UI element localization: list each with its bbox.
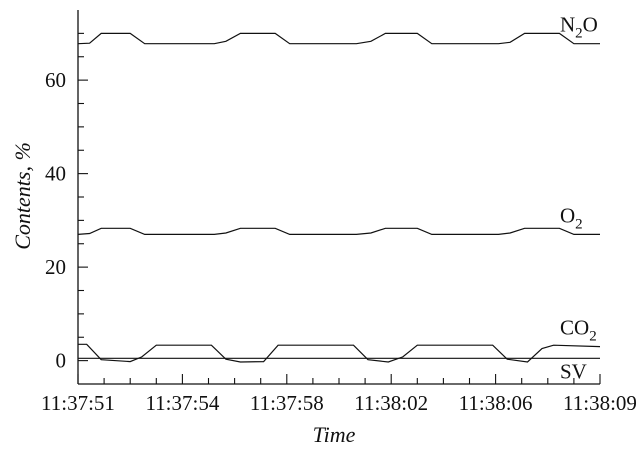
y-axis-title: Contents, % (10, 142, 35, 250)
series-label-main: N (560, 13, 575, 37)
series-label-main: CO (560, 316, 589, 340)
series-line-co2 (78, 343, 601, 363)
series-label-main: SV (560, 359, 587, 383)
x-axis-title: Time (313, 422, 356, 447)
series-label-subscript: 2 (589, 329, 597, 345)
x-tick-label: 11:37:58 (250, 391, 324, 415)
x-tick-label: 11:38:02 (354, 391, 428, 415)
series-label-tail: O (583, 13, 598, 37)
series-label-subscript: 2 (575, 216, 583, 232)
series-label-o2: O2 (560, 203, 583, 232)
x-axis-ticks: 11:37:51 11:37:54 11:37:58 11:38:02 11:38:06… (41, 374, 636, 415)
y-tick-label: 60 (45, 68, 66, 92)
series-label-main: O (560, 203, 575, 227)
series-group (77, 32, 601, 363)
y-axis-ticks: 0 20 40 60 (45, 32, 88, 373)
series-line-n2o (77, 32, 600, 45)
x-tick-label: 11:38:09 (563, 391, 636, 415)
axes (77, 10, 600, 385)
series-line-o2 (77, 227, 600, 235)
y-tick-label: 0 (56, 349, 67, 373)
y-tick-label: 40 (45, 162, 66, 186)
series-label-subscript: 2 (575, 26, 583, 42)
x-tick-label: 11:38:06 (459, 391, 533, 415)
x-tick-label: 11:37:51 (41, 391, 115, 415)
series-label-co2: CO2 (560, 316, 597, 345)
series-label-n2o: N2O (560, 13, 598, 42)
series-label-sv: SV (560, 359, 587, 383)
y-tick-label: 20 (45, 255, 66, 279)
x-tick-label: 11:37:54 (145, 391, 219, 415)
